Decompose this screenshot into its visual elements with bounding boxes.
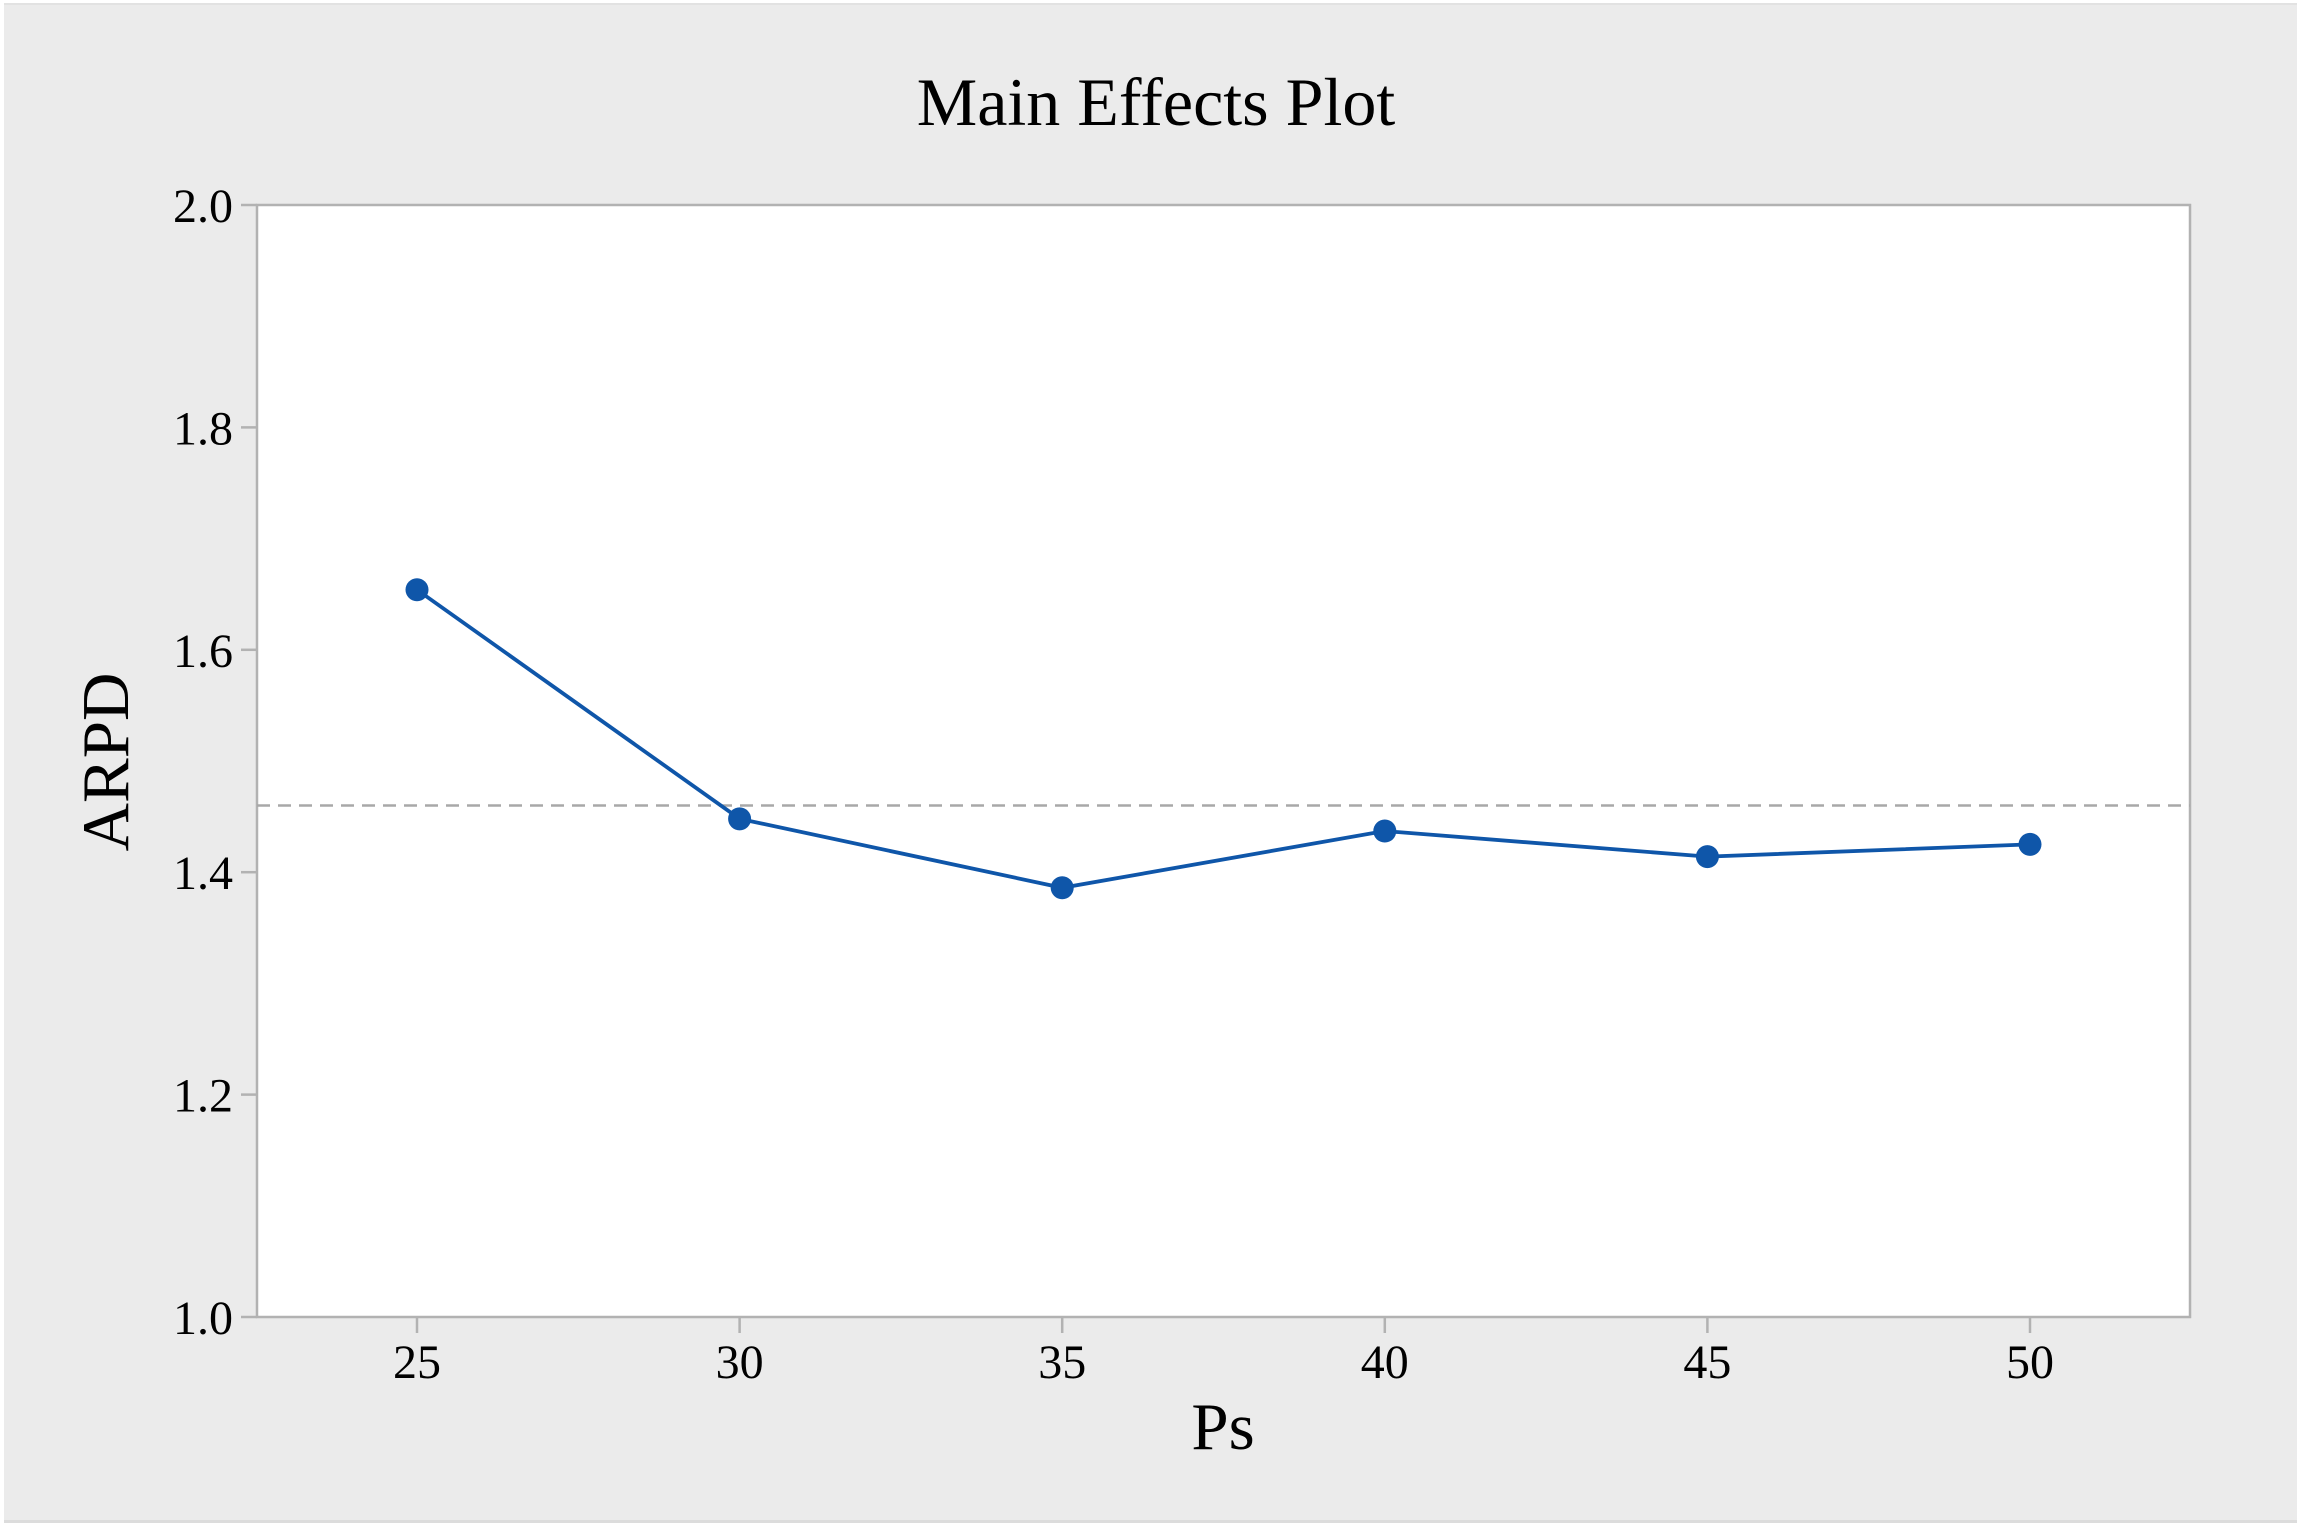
data-point <box>1373 819 1397 843</box>
x-tick-label: 35 <box>1038 1336 1086 1389</box>
y-tick-label: 1.4 <box>173 847 233 900</box>
chart-title: Main Effects Plot <box>917 64 1396 140</box>
data-point <box>728 807 752 831</box>
x-tick-label: 45 <box>1683 1336 1731 1389</box>
data-point <box>405 578 429 602</box>
plot-generated-layer: 1.0 1.2 1.4 1.6 1.8 2.0 25 30 35 40 45 50 <box>173 180 2192 1389</box>
plot-area <box>255 203 2192 1319</box>
x-tick-label: 30 <box>716 1336 764 1389</box>
x-tick-label: 50 <box>2006 1336 2054 1389</box>
y-tick-label: 2.0 <box>173 180 233 233</box>
y-tick-label: 1.2 <box>173 1070 233 1123</box>
y-axis-label: ARPD <box>69 673 143 852</box>
y-tick-label: 1.0 <box>173 1292 233 1345</box>
y-tick-label: 1.6 <box>173 625 233 678</box>
x-tick-label: 40 <box>1361 1336 1409 1389</box>
data-point <box>1695 845 1719 869</box>
data-point <box>2018 832 2042 856</box>
x-axis-label: Ps <box>1191 1390 1254 1464</box>
x-tick-label: 25 <box>393 1336 441 1389</box>
series-line <box>415 588 2031 890</box>
data-point <box>1050 876 1074 900</box>
y-tick-label: 1.8 <box>173 402 233 455</box>
